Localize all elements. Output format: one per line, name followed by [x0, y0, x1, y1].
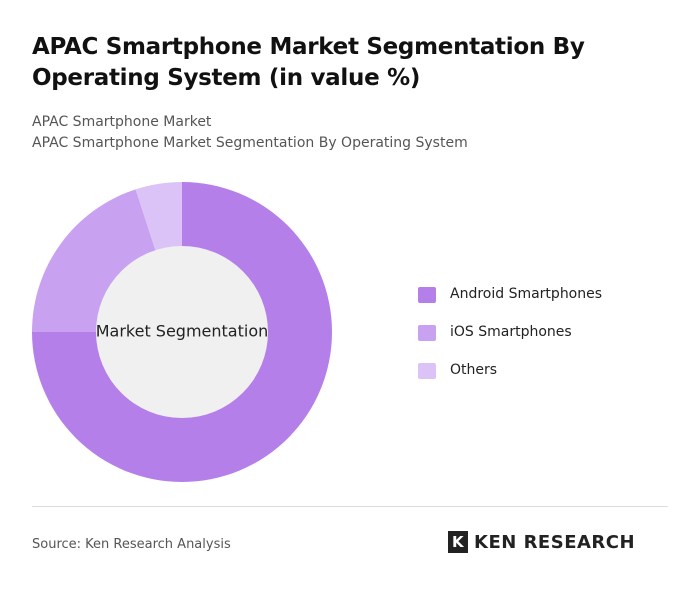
legend-swatch	[418, 325, 436, 341]
logo: K KEN RESEARCH	[448, 531, 635, 553]
center-label: Market Segmentation	[96, 322, 269, 341]
logo-mark: K	[448, 531, 468, 553]
legend-label: iOS Smartphones	[450, 324, 572, 340]
subtitle: APAC Smartphone Market Segmentation By O…	[32, 135, 468, 151]
legend-swatch	[418, 287, 436, 303]
logo-text: KEN RESEARCH	[474, 531, 636, 553]
donut-hole	[96, 246, 268, 418]
source: Source: Ken Research Analysis	[32, 537, 231, 552]
divider	[32, 506, 668, 507]
legend-swatch	[418, 363, 436, 379]
subtitle: APAC Smartphone Market	[32, 114, 212, 130]
legend-label: Android Smartphones	[450, 286, 602, 302]
legend-label: Others	[450, 362, 497, 378]
chart-title: APAC Smartphone Market Segmentation By O…	[32, 34, 585, 91]
